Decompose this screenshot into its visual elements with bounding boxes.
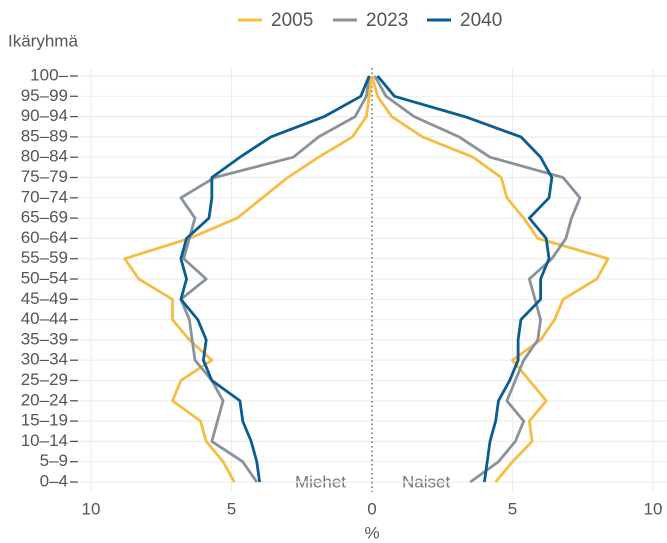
x-tick-label: 10 (644, 499, 663, 518)
series-line (179, 75, 371, 483)
series-line (179, 75, 371, 483)
y-tick-label: 85–89 (21, 126, 68, 145)
y-tick-label: 30–34 (21, 350, 68, 369)
series-line (373, 75, 582, 484)
y-tick-label: 40–44 (21, 309, 68, 328)
y-tick-label: 75–79 (21, 167, 68, 186)
legend-label: 2005 (271, 10, 313, 31)
y-tick-label: 45–49 (21, 289, 68, 308)
y-tick-label: 95–99 (21, 86, 68, 105)
legend-label: 2040 (460, 10, 502, 31)
x-tick-label: 0 (367, 499, 376, 518)
y-tick-label: 60–64 (21, 228, 68, 247)
y-tick-label: 55–59 (21, 248, 68, 267)
x-axis-label: % (364, 523, 379, 542)
y-tick-label: 20–24 (21, 390, 68, 409)
y-tick-label: 5–9 (40, 451, 68, 470)
y-tick-label: 70–74 (21, 187, 68, 206)
series-line (376, 75, 554, 483)
y-tick-label: 90–94 (21, 106, 68, 125)
y-tick-label: 50–54 (21, 268, 68, 287)
y-tick-label: 35–39 (21, 329, 68, 348)
y-tick-label: 80–84 (21, 147, 68, 166)
y-tick-label: 15–19 (21, 411, 68, 430)
series-line (123, 75, 374, 483)
legend-label: 2023 (366, 10, 408, 31)
y-tick-label: 100– (30, 65, 68, 84)
y-tick-label: 10–14 (21, 431, 68, 450)
x-tick-label: 5 (227, 499, 236, 518)
y-tick-label: 0–4 (40, 471, 68, 490)
x-tick-label: 10 (82, 499, 101, 518)
series-line (370, 75, 610, 483)
y-axis-label: Ikäryhmä (8, 31, 78, 50)
y-tick-label: 65–69 (21, 208, 68, 227)
y-tick-label: 25–29 (21, 370, 68, 389)
x-tick-label: 5 (508, 499, 517, 518)
